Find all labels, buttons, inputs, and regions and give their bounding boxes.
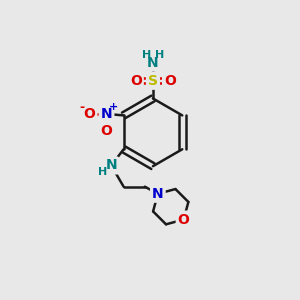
Text: -: - xyxy=(80,101,85,114)
Text: N: N xyxy=(147,56,159,70)
Text: N: N xyxy=(152,187,164,201)
Text: N: N xyxy=(105,158,117,172)
Text: O: O xyxy=(164,74,176,88)
Text: O: O xyxy=(100,124,112,138)
Text: O: O xyxy=(130,74,142,88)
Text: S: S xyxy=(148,74,158,88)
Text: H: H xyxy=(155,50,164,60)
Text: H: H xyxy=(98,167,107,177)
Text: N: N xyxy=(101,107,112,121)
Text: H: H xyxy=(142,50,151,60)
Text: +: + xyxy=(108,103,118,112)
Text: O: O xyxy=(178,213,190,226)
Text: O: O xyxy=(83,107,95,121)
